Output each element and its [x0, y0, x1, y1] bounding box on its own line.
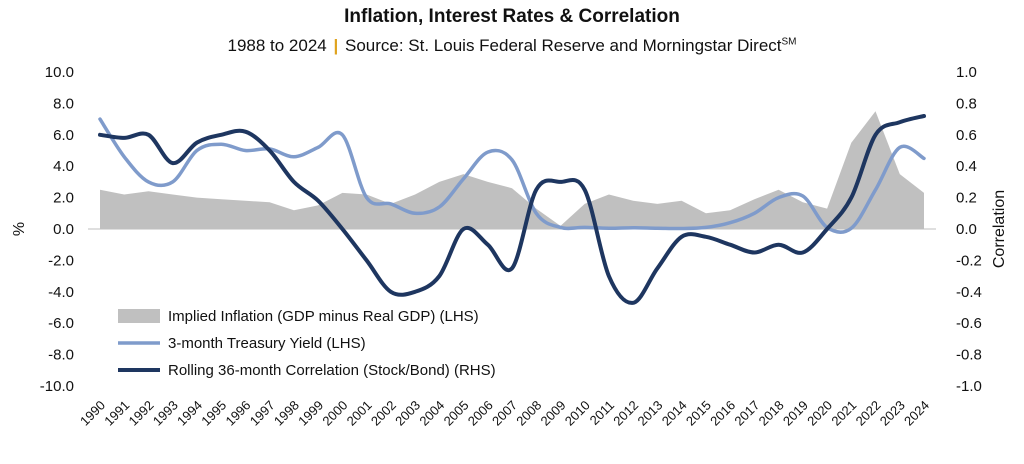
y-left-tick-label: 6.0 — [53, 127, 74, 144]
x-tick-label: 2015 — [683, 398, 714, 429]
x-tick-label: 2011 — [587, 398, 617, 428]
x-tick-label: 1991 — [101, 398, 132, 429]
y-axis-right: 1.0 0.8 0.6 0.4 0.2 0.0 -0.2 -0.4 -0.6 -0.8 -1.0 — [956, 64, 982, 395]
x-tick-label: 2018 — [756, 398, 787, 429]
subtitle-separator: | — [333, 36, 339, 55]
x-tick-label: 2014 — [659, 398, 690, 429]
x-tick-label: 2001 — [344, 398, 375, 429]
x-tick-label: 2010 — [562, 398, 593, 429]
x-tick-label: 1994 — [174, 398, 205, 429]
chart-subtitle: 1988 to 2024 | Source: St. Louis Federal… — [0, 36, 1024, 56]
line-layer — [98, 114, 926, 305]
x-tick-label: 1997 — [247, 398, 278, 429]
legend-label: Implied Inflation (GDP minus Real GDP) (… — [168, 308, 479, 325]
x-tick-label: 2002 — [368, 398, 399, 429]
y-right-tick-label: -0.6 — [956, 315, 982, 332]
y-left-tick-label: 0.0 — [53, 221, 74, 238]
y-left-tick-label: 2.0 — [53, 190, 74, 207]
y-right-tick-label: -0.8 — [956, 347, 982, 364]
area-layer — [88, 111, 936, 230]
series-treasury-yield-line — [98, 117, 926, 234]
x-tick-label: 2005 — [441, 398, 472, 429]
y-left-tick-label: 10.0 — [45, 64, 74, 81]
x-tick-label: 2013 — [634, 398, 665, 429]
x-tick-label: 2020 — [804, 398, 835, 429]
x-tick-label: 1996 — [222, 398, 253, 429]
y-left-tick-label: -8.0 — [48, 347, 74, 364]
y-right-tick-label: 0.2 — [956, 190, 977, 207]
x-tick-label: 2023 — [877, 398, 908, 429]
x-tick-label: 2009 — [538, 398, 569, 429]
x-tick-label: 1990 — [77, 398, 108, 429]
y-right-tick-label: -0.2 — [956, 252, 982, 269]
y-left-tick-label: 4.0 — [53, 158, 74, 175]
x-tick-label: 2006 — [465, 398, 496, 429]
x-tick-label: 1999 — [295, 398, 326, 429]
subtitle-years: 1988 to 2024 — [227, 36, 327, 55]
x-tick-label: 2019 — [780, 398, 811, 429]
y-left-tick-label: -2.0 — [48, 252, 74, 269]
subtitle-superscript: SM — [781, 36, 797, 48]
y-right-tick-label: 0.8 — [956, 95, 977, 112]
x-tick-label: 2000 — [319, 398, 350, 429]
y-right-tick-label: -0.4 — [956, 284, 982, 301]
y-right-tick-label: 0.4 — [956, 158, 977, 175]
y-axis-left-title: % — [11, 222, 28, 236]
x-tick-label: 2012 — [610, 398, 641, 429]
series-implied-inflation-area — [100, 111, 924, 229]
chart-title: Inflation, Interest Rates & Correlation — [344, 6, 680, 27]
y-right-tick-label: 0.6 — [956, 127, 977, 144]
y-right-tick-label: -1.0 — [956, 378, 982, 395]
x-tick-label: 1993 — [150, 398, 181, 429]
x-tick-label: 1998 — [271, 398, 302, 429]
x-tick-label: 1992 — [126, 398, 157, 429]
x-tick-label: 2016 — [707, 398, 738, 429]
y-left-tick-label: -10.0 — [40, 378, 74, 395]
x-tick-label: 1995 — [198, 398, 229, 429]
x-tick-label: 2017 — [731, 398, 762, 429]
x-tick-label: 2008 — [513, 398, 544, 429]
y-left-tick-label: -6.0 — [48, 315, 74, 332]
y-axis-left: 10.0 8.0 6.0 4.0 2.0 0.0 -2.0 -4.0 -6.0 -8.0 -10.0 — [40, 64, 74, 395]
x-tick-label: 2021 — [828, 398, 859, 429]
x-tick-label: 2022 — [853, 398, 884, 429]
x-tick-label: 2003 — [392, 398, 423, 429]
legend: Implied Inflation (GDP minus Real GDP) (… — [118, 308, 496, 379]
subtitle-source: Source: St. Louis Federal Reserve and Mo… — [344, 36, 782, 55]
y-left-tick-label: 8.0 — [53, 95, 74, 112]
y-right-tick-label: 1.0 — [956, 64, 977, 81]
x-tick-label: 2007 — [489, 398, 520, 429]
y-axis-right-title: Correlation — [991, 190, 1008, 268]
x-tick-label: 2004 — [416, 398, 447, 429]
x-tick-label: 2024 — [901, 398, 932, 429]
legend-label: Rolling 36-month Correlation (Stock/Bond… — [168, 362, 496, 379]
y-left-tick-label: -4.0 — [48, 284, 74, 301]
series-correlation-line — [98, 114, 926, 305]
x-axis: 1990199119921993199419951996199719981999… — [77, 398, 932, 429]
legend-label: 3-month Treasury Yield (LHS) — [168, 335, 366, 352]
y-right-tick-label: 0.0 — [956, 221, 977, 238]
legend-swatch-area — [118, 309, 160, 323]
